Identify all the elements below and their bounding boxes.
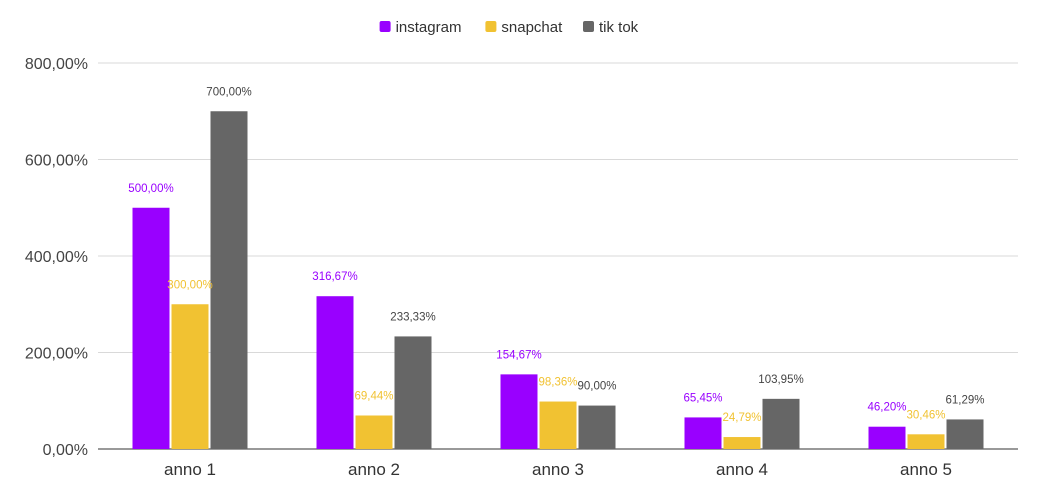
- x-tick-label: anno 3: [532, 460, 584, 479]
- x-tick-label: anno 5: [900, 460, 952, 479]
- x-tick-label: anno 1: [164, 460, 216, 479]
- bar-instagram: [132, 207, 170, 449]
- x-tick-label: anno 2: [348, 460, 400, 479]
- legend-label-snapchat: snapchat: [501, 19, 563, 36]
- data-label-tik-tok: 103,95%: [758, 374, 803, 386]
- y-tick-label: 0,00%: [43, 442, 88, 459]
- x-tick-label: anno 4: [716, 460, 768, 479]
- data-label-instagram: 46,20%: [867, 402, 906, 414]
- data-label-tik-tok: 61,29%: [945, 394, 984, 406]
- legend-label-tik-tok: tik tok: [599, 19, 639, 36]
- data-label-snapchat: 98,36%: [538, 377, 577, 389]
- y-tick-label: 800,00%: [25, 56, 88, 73]
- data-label-instagram: 500,00%: [128, 183, 173, 195]
- gridlines: [98, 62, 1018, 450]
- bar-instagram: [684, 417, 722, 449]
- data-label-snapchat: 30,46%: [906, 409, 945, 421]
- bar-snapchat: [171, 304, 209, 449]
- data-label-instagram: 316,67%: [312, 271, 357, 283]
- data-label-instagram: 154,67%: [496, 349, 541, 361]
- data-label-instagram: 65,45%: [683, 392, 722, 404]
- bar-snapchat: [355, 415, 393, 449]
- bar-tik-tok: [210, 111, 248, 449]
- bar-tik-tok: [578, 405, 616, 449]
- legend-swatch-snapchat: [485, 21, 497, 32]
- bar-tik-tok: [394, 336, 432, 449]
- data-label-tik-tok: 700,00%: [206, 86, 251, 98]
- bar-snapchat: [539, 401, 577, 449]
- legend-swatch-tik-tok: [583, 21, 594, 32]
- y-tick-label: 200,00%: [25, 346, 88, 363]
- y-tick-label: 400,00%: [25, 249, 88, 266]
- y-axis-ticks: 0,00% 200,00% 400,00% 600,00% 800,00%: [25, 56, 88, 459]
- data-labels: 500,00% 300,00% 700,00% 316,67% 69,44% 233,33…: [128, 86, 984, 424]
- bar-snapchat: [907, 434, 945, 449]
- legend: instagram snapchat tik tok: [379, 19, 639, 36]
- x-axis-ticks: anno 1 anno 2 anno 3 anno 4 anno 5: [164, 460, 952, 479]
- legend-label-instagram: instagram: [396, 19, 462, 36]
- data-label-snapchat: 300,00%: [167, 279, 212, 291]
- data-label-snapchat: 69,44%: [354, 390, 393, 402]
- y-tick-label: 600,00%: [25, 153, 88, 170]
- bar-tik-tok: [946, 419, 984, 449]
- data-label-tik-tok: 233,33%: [390, 311, 435, 323]
- bar-series: [132, 111, 984, 449]
- bar-tik-tok: [762, 398, 800, 449]
- data-label-tik-tok: 90,00%: [577, 381, 616, 393]
- bar-instagram: [316, 296, 354, 449]
- data-label-snapchat: 24,79%: [722, 412, 761, 424]
- bar-instagram: [868, 426, 906, 449]
- bar-snapchat: [723, 437, 761, 449]
- bar-instagram: [500, 374, 538, 449]
- legend-swatch-instagram: [379, 21, 391, 32]
